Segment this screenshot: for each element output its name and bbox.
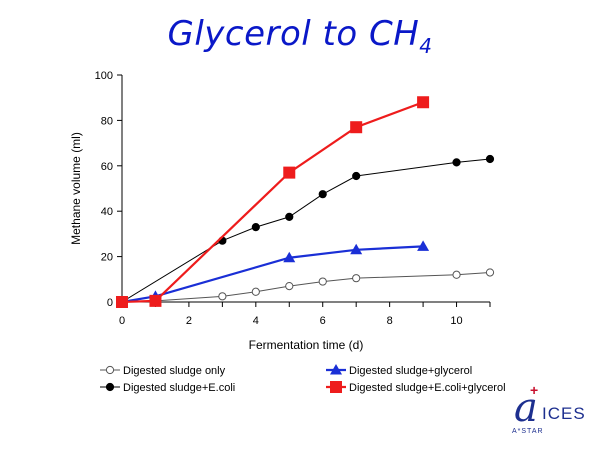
legend-item: Digested sludge+E.coli bbox=[100, 382, 235, 394]
data-point bbox=[318, 190, 327, 199]
data-point bbox=[251, 287, 260, 296]
legend-marker bbox=[105, 382, 115, 392]
data-point bbox=[218, 292, 227, 301]
data-point bbox=[350, 121, 363, 134]
legend-label: Digested sludge+glycerol bbox=[349, 365, 472, 377]
data-point bbox=[251, 222, 260, 232]
x-tick-label: 0 bbox=[119, 315, 125, 327]
data-point bbox=[485, 268, 495, 277]
data-point bbox=[283, 251, 296, 263]
x-tick-label: 10 bbox=[450, 315, 462, 327]
data-point bbox=[452, 158, 461, 167]
legend-marker bbox=[330, 364, 342, 375]
series-0 bbox=[117, 268, 495, 307]
legend-label: Digested sludge only bbox=[123, 365, 226, 377]
data-point bbox=[352, 171, 361, 181]
y-tick-label: 40 bbox=[101, 206, 113, 218]
series-2 bbox=[116, 240, 430, 307]
series-3 bbox=[116, 96, 430, 308]
data-point bbox=[283, 166, 296, 179]
series-line bbox=[121, 158, 491, 303]
chart-legend: Digested sludge only Digested sludge+E.co… bbox=[100, 364, 506, 394]
y-tick-label: 60 bbox=[101, 161, 113, 173]
data-point bbox=[452, 270, 461, 279]
series-line bbox=[121, 271, 491, 303]
x-tick-label: 4 bbox=[253, 315, 259, 327]
x-tick-label: 6 bbox=[320, 315, 326, 327]
data-point bbox=[318, 277, 327, 286]
y-tick-label: 0 bbox=[107, 297, 113, 309]
y-tick-label: 20 bbox=[101, 252, 113, 264]
data-point bbox=[285, 282, 294, 291]
y-axis-label: Methane volume (ml) bbox=[69, 132, 83, 245]
ices-logo: a + ICES A*STAR bbox=[512, 382, 586, 435]
data-point bbox=[350, 243, 363, 255]
legend-label: Digested sludge+E.coli bbox=[123, 382, 235, 394]
legend-item: Digested sludge+E.coli+glycerol bbox=[326, 381, 506, 394]
data-point bbox=[352, 274, 361, 283]
legend-marker bbox=[105, 365, 115, 375]
data-point bbox=[285, 212, 294, 221]
chart-series bbox=[116, 96, 495, 308]
y-tick-label: 100 bbox=[95, 70, 113, 82]
data-point bbox=[417, 240, 430, 251]
legend-marker bbox=[330, 381, 342, 393]
y-tick-label: 80 bbox=[101, 115, 113, 127]
legend-label: Digested sludge+E.coli+glycerol bbox=[349, 382, 506, 394]
data-point bbox=[485, 154, 495, 164]
chart-axes: 0 20 40 60 80 100 0 2 4 6 8 10 Fermentation time (d)… bbox=[69, 70, 491, 352]
legend-item: Digested sludge+glycerol bbox=[326, 364, 472, 377]
x-tick-label: 2 bbox=[186, 315, 192, 327]
legend-item: Digested sludge only bbox=[100, 365, 226, 377]
series-1 bbox=[117, 154, 495, 307]
data-point bbox=[417, 96, 430, 109]
x-axis-label: Fermentation time (d) bbox=[249, 338, 364, 352]
data-point bbox=[149, 294, 162, 307]
slide-title: Glycerol to CH4 bbox=[167, 14, 433, 58]
x-tick-label: 8 bbox=[387, 315, 393, 327]
data-point bbox=[116, 296, 128, 308]
series-line bbox=[121, 101, 424, 304]
